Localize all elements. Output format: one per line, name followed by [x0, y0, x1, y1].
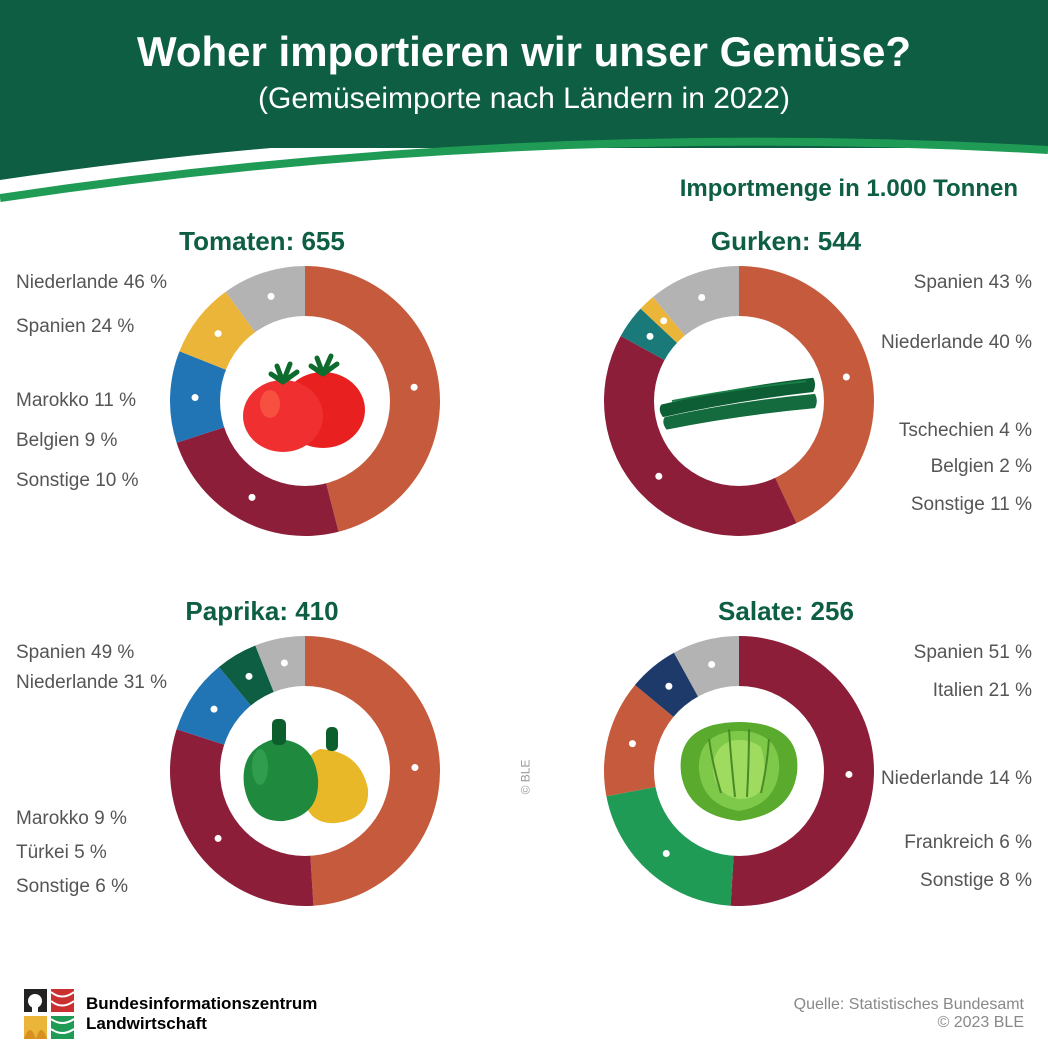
- slice-label: Niederlande 14 %: [881, 762, 1032, 796]
- footer-org: Bundesinformationszentrum Landwirtschaft: [86, 994, 317, 1035]
- footer-source: Quelle: Statistisches Bundesamt © 2023 B…: [794, 996, 1024, 1032]
- slice-label: Sonstige 11 %: [911, 488, 1032, 522]
- lettuce-icon: [654, 686, 824, 856]
- slice-label: Niederlande 46 %: [16, 266, 167, 300]
- watermark: © BLE: [518, 760, 532, 795]
- chart-title: Paprika: 410: [0, 596, 524, 627]
- slice-label: Niederlande 40 %: [881, 326, 1032, 360]
- chart-gurken: Gurken: 544 Spanien 43 % Niederlande 40 %…: [524, 220, 1048, 590]
- slice-label: Belgien 2 %: [931, 450, 1032, 484]
- chart-title: Tomaten: 655: [0, 226, 524, 257]
- chart-labels: Spanien 43 % Niederlande 40 % Tschechien 4…: [852, 266, 1032, 536]
- slice-label: Sonstige 8 %: [920, 864, 1032, 898]
- page-subtitle: (Gemüseimporte nach Ländern in 2022): [0, 82, 1048, 116]
- slice-label: Sonstige 6 %: [16, 870, 128, 904]
- charts-grid: Tomaten: 655 Niederlande 46 % Spanien 24 …: [0, 220, 1048, 960]
- slice-label: Türkei 5 %: [16, 836, 107, 870]
- unit-label: Importmenge in 1.000 Tonnen: [680, 175, 1018, 203]
- slice-label: Marokko 11 %: [16, 384, 136, 418]
- slice-label: Spanien 51 %: [914, 636, 1032, 670]
- header: Woher importieren wir unser Gemüse? (Gem…: [0, 0, 1048, 148]
- slice-label: Spanien 24 %: [16, 310, 134, 344]
- ble-logo-icon: [24, 989, 74, 1039]
- slice-label: Marokko 9 %: [16, 802, 127, 836]
- slice-label: Belgien 9 %: [16, 424, 117, 458]
- chart-title: Gurken: 544: [524, 226, 1048, 257]
- infographic: Woher importieren wir unser Gemüse? (Gem…: [0, 0, 1048, 1048]
- chart-labels: Spanien 49 %Niederlande 31 % Marokko 9 %T…: [16, 636, 196, 906]
- chart-tomaten: Tomaten: 655 Niederlande 46 % Spanien 24 …: [0, 220, 524, 590]
- chart-title: Salate: 256: [524, 596, 1048, 627]
- slice-label: Spanien 43 %: [914, 266, 1032, 300]
- slice-label: Tschechien 4 %: [899, 414, 1032, 448]
- slice-label: Frankreich 6 %: [904, 826, 1032, 860]
- chart-paprika: Paprika: 410 Spanien 49 %Niederlande 31 …: [0, 590, 524, 960]
- chart-labels: Spanien 51 % Italien 21 % Niederlande 14 %…: [852, 636, 1032, 906]
- chart-salate: Salate: 256 Spanien 51 % Italien 21 % Nied…: [524, 590, 1048, 960]
- slice-label: Sonstige 10 %: [16, 464, 139, 498]
- slice-label: Niederlande 31 %: [16, 666, 167, 700]
- page-title: Woher importieren wir unser Gemüse?: [0, 28, 1048, 76]
- chart-labels: Niederlande 46 % Spanien 24 % Marokko 11 %…: [16, 266, 196, 536]
- slice-label: Spanien 49 %: [16, 636, 134, 670]
- tomato-icon: [220, 316, 390, 486]
- pepper-icon: [220, 686, 390, 856]
- slice-label: Italien 21 %: [933, 674, 1032, 708]
- cucumber-icon: [654, 316, 824, 486]
- footer-logo: Bundesinformationszentrum Landwirtschaft: [24, 989, 317, 1039]
- footer: Bundesinformationszentrum Landwirtschaft…: [0, 980, 1048, 1048]
